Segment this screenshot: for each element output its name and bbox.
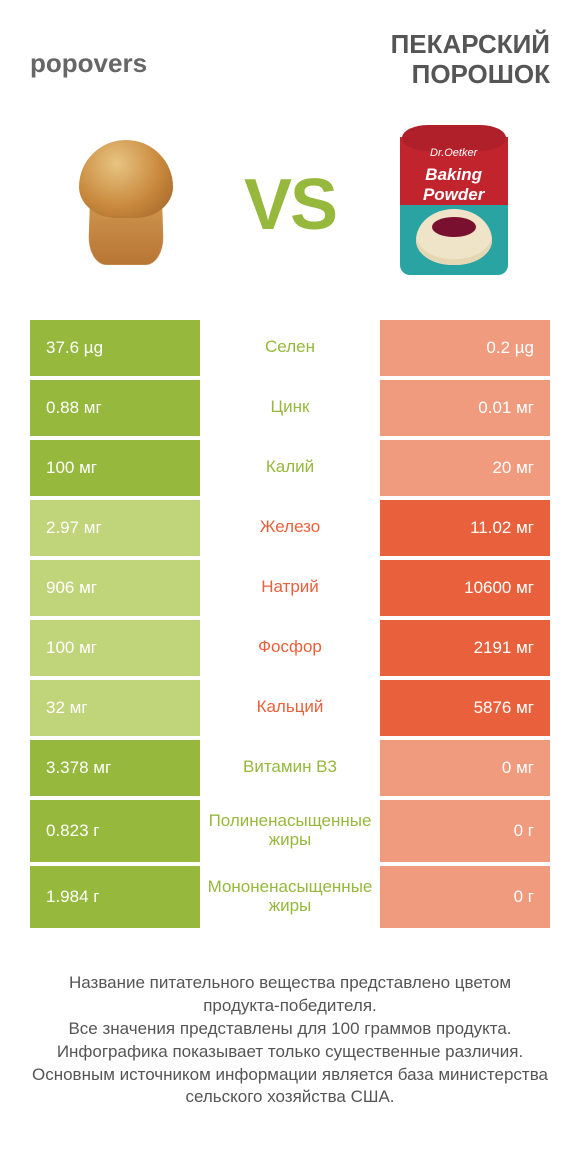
left-value-cell: 0.823 г (30, 800, 200, 862)
table-row: 32 мгКальций5876 мг (30, 680, 550, 736)
right-title-line1: ПЕКАРСКИЙ (391, 29, 550, 59)
left-value-cell: 1.984 г (30, 866, 200, 928)
right-value-cell: 11.02 мг (380, 500, 550, 556)
table-row: 0.88 мгЦинк0.01 мг (30, 380, 550, 436)
left-value-cell: 0.88 мг (30, 380, 200, 436)
nutrient-label: Железо (200, 500, 380, 556)
left-value-cell: 100 мг (30, 440, 200, 496)
table-row: 2.97 мгЖелезо11.02 мг (30, 500, 550, 556)
nutrient-label: Селен (200, 320, 380, 376)
right-value-cell: 0 г (380, 800, 550, 862)
right-value-cell: 10600 мг (380, 560, 550, 616)
right-value-cell: 0.2 µg (380, 320, 550, 376)
nutrient-label: Витамин B3 (200, 740, 380, 796)
popover-icon (71, 140, 181, 270)
right-value-cell: 20 мг (380, 440, 550, 496)
footer-line-2: Все значения представлены для 100 граммо… (30, 1018, 550, 1041)
table-row: 906 мгНатрий10600 мг (30, 560, 550, 616)
right-title-line2: ПОРОШОК (412, 59, 550, 89)
baking-powder-can-icon: Dr.Oetker Baking Powder (394, 125, 514, 285)
right-value-cell: 0.01 мг (380, 380, 550, 436)
nutrient-label: Натрий (200, 560, 380, 616)
right-value-cell: 0 мг (380, 740, 550, 796)
nutrient-label: Калий (200, 440, 380, 496)
right-product-title: ПЕКАРСКИЙ ПОРОШОК (391, 30, 550, 90)
right-product-image: Dr.Oetker Baking Powder (379, 120, 529, 290)
footer-line-1: Название питательного вещества представл… (30, 972, 550, 1018)
left-value-cell: 2.97 мг (30, 500, 200, 556)
right-value-cell: 2191 мг (380, 620, 550, 676)
comparison-table: 37.6 µgСелен0.2 µg0.88 мгЦинк0.01 мг100 … (0, 320, 580, 928)
nutrient-label: Цинк (200, 380, 380, 436)
nutrient-label: Полиненасыщенные жиры (200, 800, 380, 862)
can-product-label: Baking Powder (394, 165, 514, 205)
left-value-cell: 3.378 мг (30, 740, 200, 796)
nutrient-label: Мононенасыщенные жиры (200, 866, 380, 928)
header: popovers ПЕКАРСКИЙ ПОРОШОК (0, 0, 580, 100)
can-brand-label: Dr.Oetker (394, 147, 514, 159)
nutrient-label: Фосфор (200, 620, 380, 676)
table-row: 37.6 µgСелен0.2 µg (30, 320, 550, 376)
vs-label: VS (244, 164, 336, 246)
right-value-cell: 0 г (380, 866, 550, 928)
left-value-cell: 32 мг (30, 680, 200, 736)
right-value-cell: 5876 мг (380, 680, 550, 736)
table-row: 0.823 гПолиненасыщенные жиры0 г (30, 800, 550, 862)
table-row: 1.984 гМононенасыщенные жиры0 г (30, 866, 550, 928)
left-value-cell: 906 мг (30, 560, 200, 616)
left-value-cell: 100 мг (30, 620, 200, 676)
table-row: 3.378 мгВитамин B30 мг (30, 740, 550, 796)
table-row: 100 мгФосфор2191 мг (30, 620, 550, 676)
left-product-image (51, 120, 201, 290)
footer-line-3: Инфографика показывает только существенн… (30, 1041, 550, 1064)
left-value-cell: 37.6 µg (30, 320, 200, 376)
table-row: 100 мгКалий20 мг (30, 440, 550, 496)
footer-line-4: Основным источником информации является … (30, 1064, 550, 1110)
nutrient-label: Кальций (200, 680, 380, 736)
footer-notes: Название питательного вещества представл… (0, 932, 580, 1110)
product-images-row: VS Dr.Oetker Baking Powder (0, 100, 580, 320)
left-product-title: popovers (30, 30, 147, 79)
